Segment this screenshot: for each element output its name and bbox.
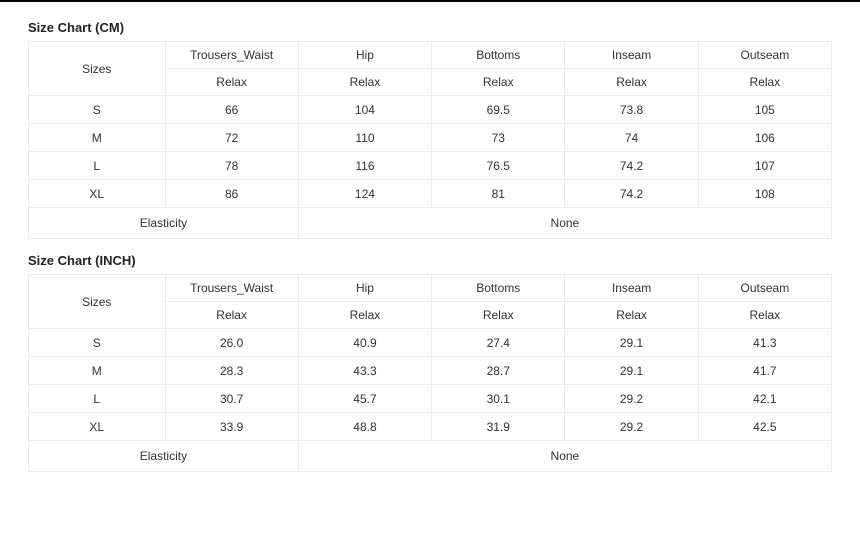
cell-size: XL bbox=[29, 180, 166, 208]
header-col: Trousers_Waist bbox=[165, 42, 298, 69]
subheader-col: Relax bbox=[432, 69, 565, 96]
cell-size: S bbox=[29, 329, 166, 357]
subheader-col: Relax bbox=[298, 302, 431, 329]
table-header-row: Sizes Trousers_Waist Hip Bottoms Inseam … bbox=[29, 275, 832, 302]
table-row: XL 33.9 48.8 31.9 29.2 42.5 bbox=[29, 413, 832, 441]
table-row: L 78 116 76.5 74.2 107 bbox=[29, 152, 832, 180]
subheader-col: Relax bbox=[698, 69, 831, 96]
subheader-col: Relax bbox=[165, 69, 298, 96]
table-row: XL 86 124 81 74.2 108 bbox=[29, 180, 832, 208]
cell-value: 45.7 bbox=[298, 385, 431, 413]
subheader-col: Relax bbox=[165, 302, 298, 329]
header-col: Inseam bbox=[565, 275, 698, 302]
cell-size: S bbox=[29, 96, 166, 124]
cell-value: 69.5 bbox=[432, 96, 565, 124]
size-chart-cm-table: Sizes Trousers_Waist Hip Bottoms Inseam … bbox=[28, 41, 832, 239]
size-chart-inch-table: Sizes Trousers_Waist Hip Bottoms Inseam … bbox=[28, 274, 832, 472]
cell-size: M bbox=[29, 357, 166, 385]
cell-value: 28.7 bbox=[432, 357, 565, 385]
cell-value: 104 bbox=[298, 96, 431, 124]
cell-value: 27.4 bbox=[432, 329, 565, 357]
header-col: Outseam bbox=[698, 275, 831, 302]
cell-value: 29.2 bbox=[565, 385, 698, 413]
cell-value: 31.9 bbox=[432, 413, 565, 441]
table-row: M 28.3 43.3 28.7 29.1 41.7 bbox=[29, 357, 832, 385]
table-row: S 66 104 69.5 73.8 105 bbox=[29, 96, 832, 124]
cell-size: M bbox=[29, 124, 166, 152]
cell-value: 116 bbox=[298, 152, 431, 180]
size-chart-cm-title: Size Chart (CM) bbox=[28, 20, 832, 35]
cell-value: 42.1 bbox=[698, 385, 831, 413]
content-container: Size Chart (CM) Sizes Trousers_Waist Hip… bbox=[0, 2, 860, 472]
cell-size: L bbox=[29, 152, 166, 180]
cell-value: 73 bbox=[432, 124, 565, 152]
cell-value: 28.3 bbox=[165, 357, 298, 385]
cell-value: 41.7 bbox=[698, 357, 831, 385]
cell-value: 40.9 bbox=[298, 329, 431, 357]
header-col: Hip bbox=[298, 275, 431, 302]
header-col: Trousers_Waist bbox=[165, 275, 298, 302]
cell-value: 106 bbox=[698, 124, 831, 152]
cell-value: 78 bbox=[165, 152, 298, 180]
cell-size: L bbox=[29, 385, 166, 413]
subheader-col: Relax bbox=[565, 302, 698, 329]
cell-value: 29.1 bbox=[565, 329, 698, 357]
cell-value: 81 bbox=[432, 180, 565, 208]
table-row: M 72 110 73 74 106 bbox=[29, 124, 832, 152]
table-header-row: Sizes Trousers_Waist Hip Bottoms Inseam … bbox=[29, 42, 832, 69]
cell-size: XL bbox=[29, 413, 166, 441]
cell-value: 86 bbox=[165, 180, 298, 208]
header-col: Hip bbox=[298, 42, 431, 69]
cell-value: 74.2 bbox=[565, 180, 698, 208]
elasticity-value: None bbox=[298, 441, 831, 472]
cell-value: 105 bbox=[698, 96, 831, 124]
cell-value: 29.1 bbox=[565, 357, 698, 385]
cell-value: 26.0 bbox=[165, 329, 298, 357]
cell-value: 29.2 bbox=[565, 413, 698, 441]
header-col: Inseam bbox=[565, 42, 698, 69]
cell-value: 74 bbox=[565, 124, 698, 152]
cell-value: 43.3 bbox=[298, 357, 431, 385]
elasticity-label: Elasticity bbox=[29, 208, 299, 239]
size-chart-inch-title: Size Chart (INCH) bbox=[28, 253, 832, 268]
cell-value: 74.2 bbox=[565, 152, 698, 180]
cell-value: 42.5 bbox=[698, 413, 831, 441]
elasticity-label: Elasticity bbox=[29, 441, 299, 472]
cell-value: 41.3 bbox=[698, 329, 831, 357]
elasticity-value: None bbox=[298, 208, 831, 239]
subheader-col: Relax bbox=[698, 302, 831, 329]
elasticity-row: Elasticity None bbox=[29, 441, 832, 472]
header-col: Bottoms bbox=[432, 275, 565, 302]
cell-value: 66 bbox=[165, 96, 298, 124]
cell-value: 76.5 bbox=[432, 152, 565, 180]
header-sizes: Sizes bbox=[29, 275, 166, 329]
header-col: Outseam bbox=[698, 42, 831, 69]
cell-value: 30.1 bbox=[432, 385, 565, 413]
cell-value: 72 bbox=[165, 124, 298, 152]
cell-value: 30.7 bbox=[165, 385, 298, 413]
cell-value: 110 bbox=[298, 124, 431, 152]
subheader-col: Relax bbox=[432, 302, 565, 329]
subheader-col: Relax bbox=[298, 69, 431, 96]
cell-value: 33.9 bbox=[165, 413, 298, 441]
header-col: Bottoms bbox=[432, 42, 565, 69]
cell-value: 124 bbox=[298, 180, 431, 208]
cell-value: 108 bbox=[698, 180, 831, 208]
header-sizes: Sizes bbox=[29, 42, 166, 96]
cell-value: 73.8 bbox=[565, 96, 698, 124]
table-row: L 30.7 45.7 30.1 29.2 42.1 bbox=[29, 385, 832, 413]
subheader-col: Relax bbox=[565, 69, 698, 96]
elasticity-row: Elasticity None bbox=[29, 208, 832, 239]
cell-value: 107 bbox=[698, 152, 831, 180]
table-row: S 26.0 40.9 27.4 29.1 41.3 bbox=[29, 329, 832, 357]
cell-value: 48.8 bbox=[298, 413, 431, 441]
